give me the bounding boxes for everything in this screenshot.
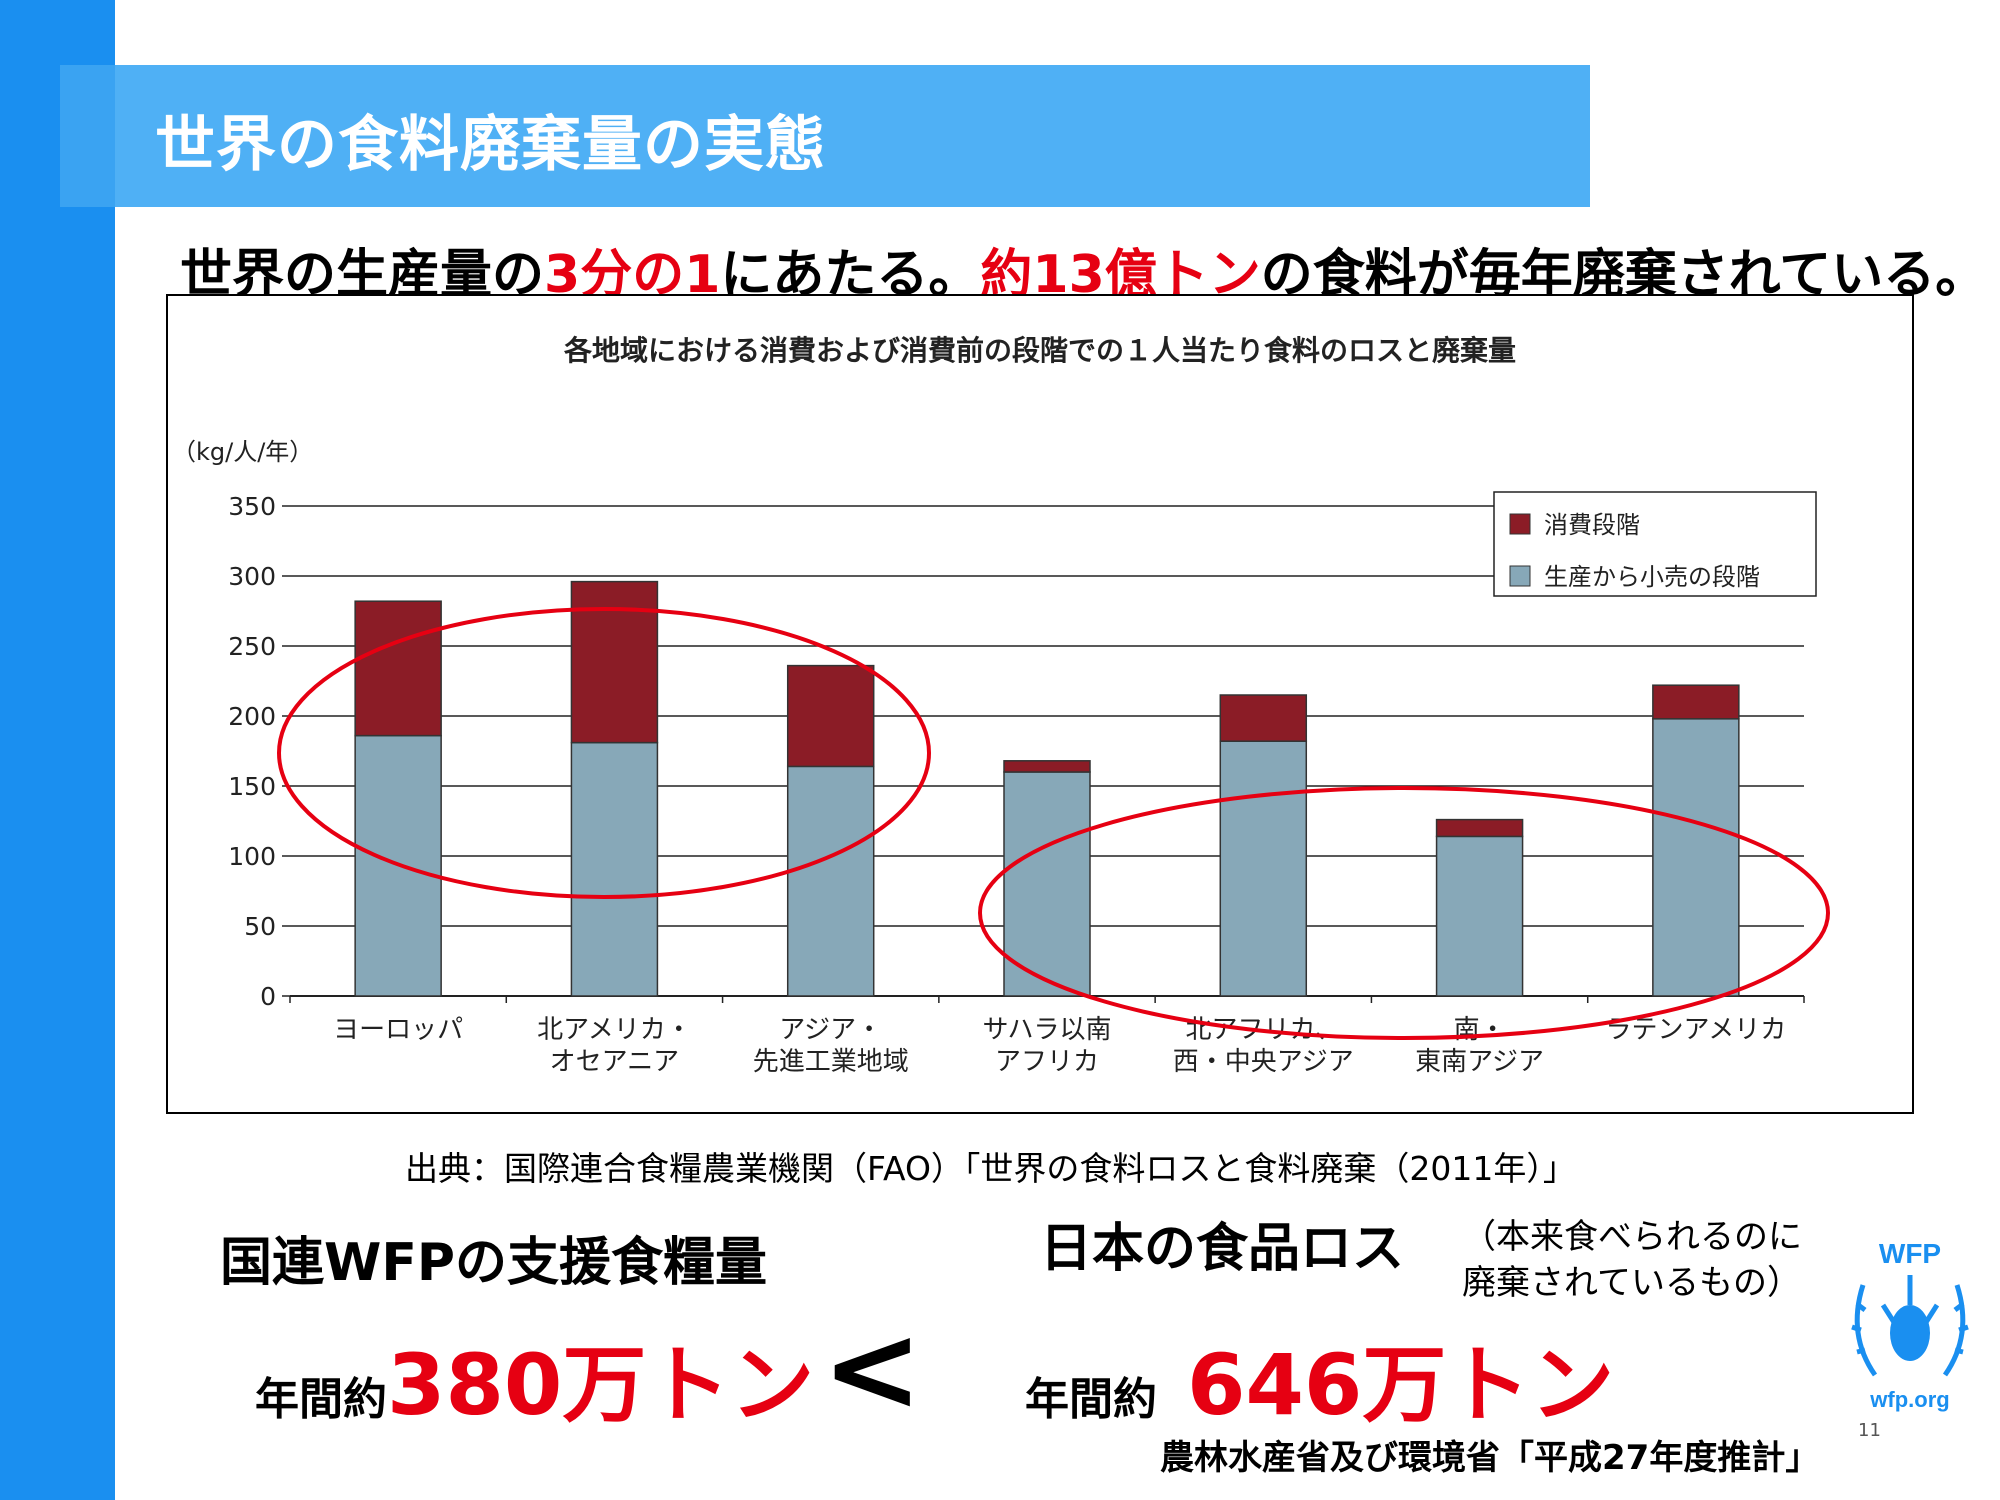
slide-title: 世界の食料廃棄量の実態: [155, 110, 826, 180]
bar-consumption: [1219, 694, 1308, 742]
y-tick-label: 100: [228, 842, 276, 871]
highlight-ellipse-developed: [277, 607, 931, 899]
bar-production: [1435, 835, 1524, 997]
bar-production: [786, 765, 875, 997]
y-axis-label: （kg/人/年）: [172, 438, 313, 466]
bar-chart: 各地域における消費および消費前の段階での１人当たり食料のロスと廃棄量 （kg/人/…: [172, 334, 1830, 1077]
left-accent-bar: [0, 0, 115, 1500]
x-tick-label: 東南アジア: [1415, 1047, 1544, 1077]
japan-note-line-1: （本来食べられるのに: [1462, 1217, 1802, 1257]
y-tick-label: 150: [228, 772, 276, 801]
x-tick-label: アフリカ: [995, 1047, 1099, 1077]
bar-production: [1219, 740, 1308, 997]
wfp-amount: 年間約380万トン: [255, 1318, 814, 1439]
legend-swatch: [1509, 513, 1531, 535]
wfp-label: 国連WFPの支援食糧量: [220, 1233, 767, 1293]
wfp-amount-prefix: 年間約: [255, 1374, 387, 1425]
y-tick-label: 250: [228, 632, 276, 661]
wfp-amount-value: 380万トン: [387, 1336, 815, 1434]
x-tick-label: ヨーロッパ: [333, 1015, 463, 1045]
x-tick-label: 南・: [1454, 1015, 1506, 1045]
x-tick-label: サハラ以南: [983, 1015, 1112, 1045]
japan-amount: 年間約 646万トン: [1025, 1318, 1614, 1439]
bar-consumption: [786, 664, 875, 768]
bar-production: [1003, 771, 1091, 997]
chart-frame: 各地域における消費および消費前の段階での１人当たり食料のロスと廃棄量 （kg/人/…: [166, 294, 1914, 1114]
japan-food-loss-note: （本来食べられるのに 廃棄されているもの）: [1462, 1214, 1802, 1306]
bar-production: [1652, 718, 1740, 997]
x-tick-label: ラテンアメリカ: [1606, 1015, 1787, 1045]
japan-amount-prefix: 年間約: [1025, 1374, 1157, 1425]
japan-amount-value: 646万トン: [1187, 1336, 1615, 1434]
y-tick-label: 300: [228, 562, 276, 591]
title-band: [60, 65, 1590, 207]
x-tick-label: 先進工業地域: [753, 1047, 909, 1077]
chart-title: 各地域における消費および消費前の段階での１人当たり食料のロスと廃棄量: [563, 334, 1516, 367]
legend-label: 生産から小売の段階: [1544, 563, 1760, 591]
x-tick-label: 北アメリカ・: [537, 1015, 692, 1045]
y-tick-label: 350: [228, 492, 276, 521]
bar-consumption: [1435, 818, 1524, 838]
wfp-logo-top-text: WFP: [1879, 1238, 1941, 1269]
chart-source: 出典：国際連合食糧農業機関（FAO）「世界の食料ロスと食料廃棄（2011年）」: [405, 1149, 1576, 1188]
y-tick-label: 0: [260, 982, 276, 1011]
highlight-ellipse-developing: [978, 786, 1830, 1040]
bar-production: [570, 741, 659, 997]
bar-consumption: [354, 600, 442, 737]
japan-note-line-2: 廃棄されているもの）: [1462, 1263, 1801, 1303]
wfp-logo-bottom-text: wfp.org: [1869, 1387, 1949, 1412]
x-tick-label: オセアニア: [550, 1047, 679, 1077]
bar-consumption: [1652, 684, 1740, 720]
title-band-inset: [60, 65, 115, 207]
japan-source: 農林水産省及び環境省「平成27年度推計」: [1160, 1438, 1820, 1478]
less-than-symbol: <: [822, 1300, 923, 1439]
x-tick-label: 西・中央アジア: [1173, 1047, 1354, 1077]
y-tick-label: 50: [244, 912, 276, 941]
japan-food-loss-label: 日本の食品ロス: [1040, 1219, 1405, 1279]
y-tick-label: 200: [228, 702, 276, 731]
bar-consumption: [570, 580, 659, 744]
page-number: 11: [1858, 1420, 1881, 1441]
bar-consumption: [1003, 760, 1091, 773]
wfp-logo: WFP wfp.org: [1851, 1238, 1969, 1412]
x-tick-label: アジア・: [779, 1015, 882, 1045]
legend-swatch: [1509, 565, 1531, 587]
legend-label: 消費段階: [1544, 511, 1640, 539]
legend-box: [1493, 491, 1817, 597]
wheat-wreath-icon: [1851, 1275, 1969, 1377]
